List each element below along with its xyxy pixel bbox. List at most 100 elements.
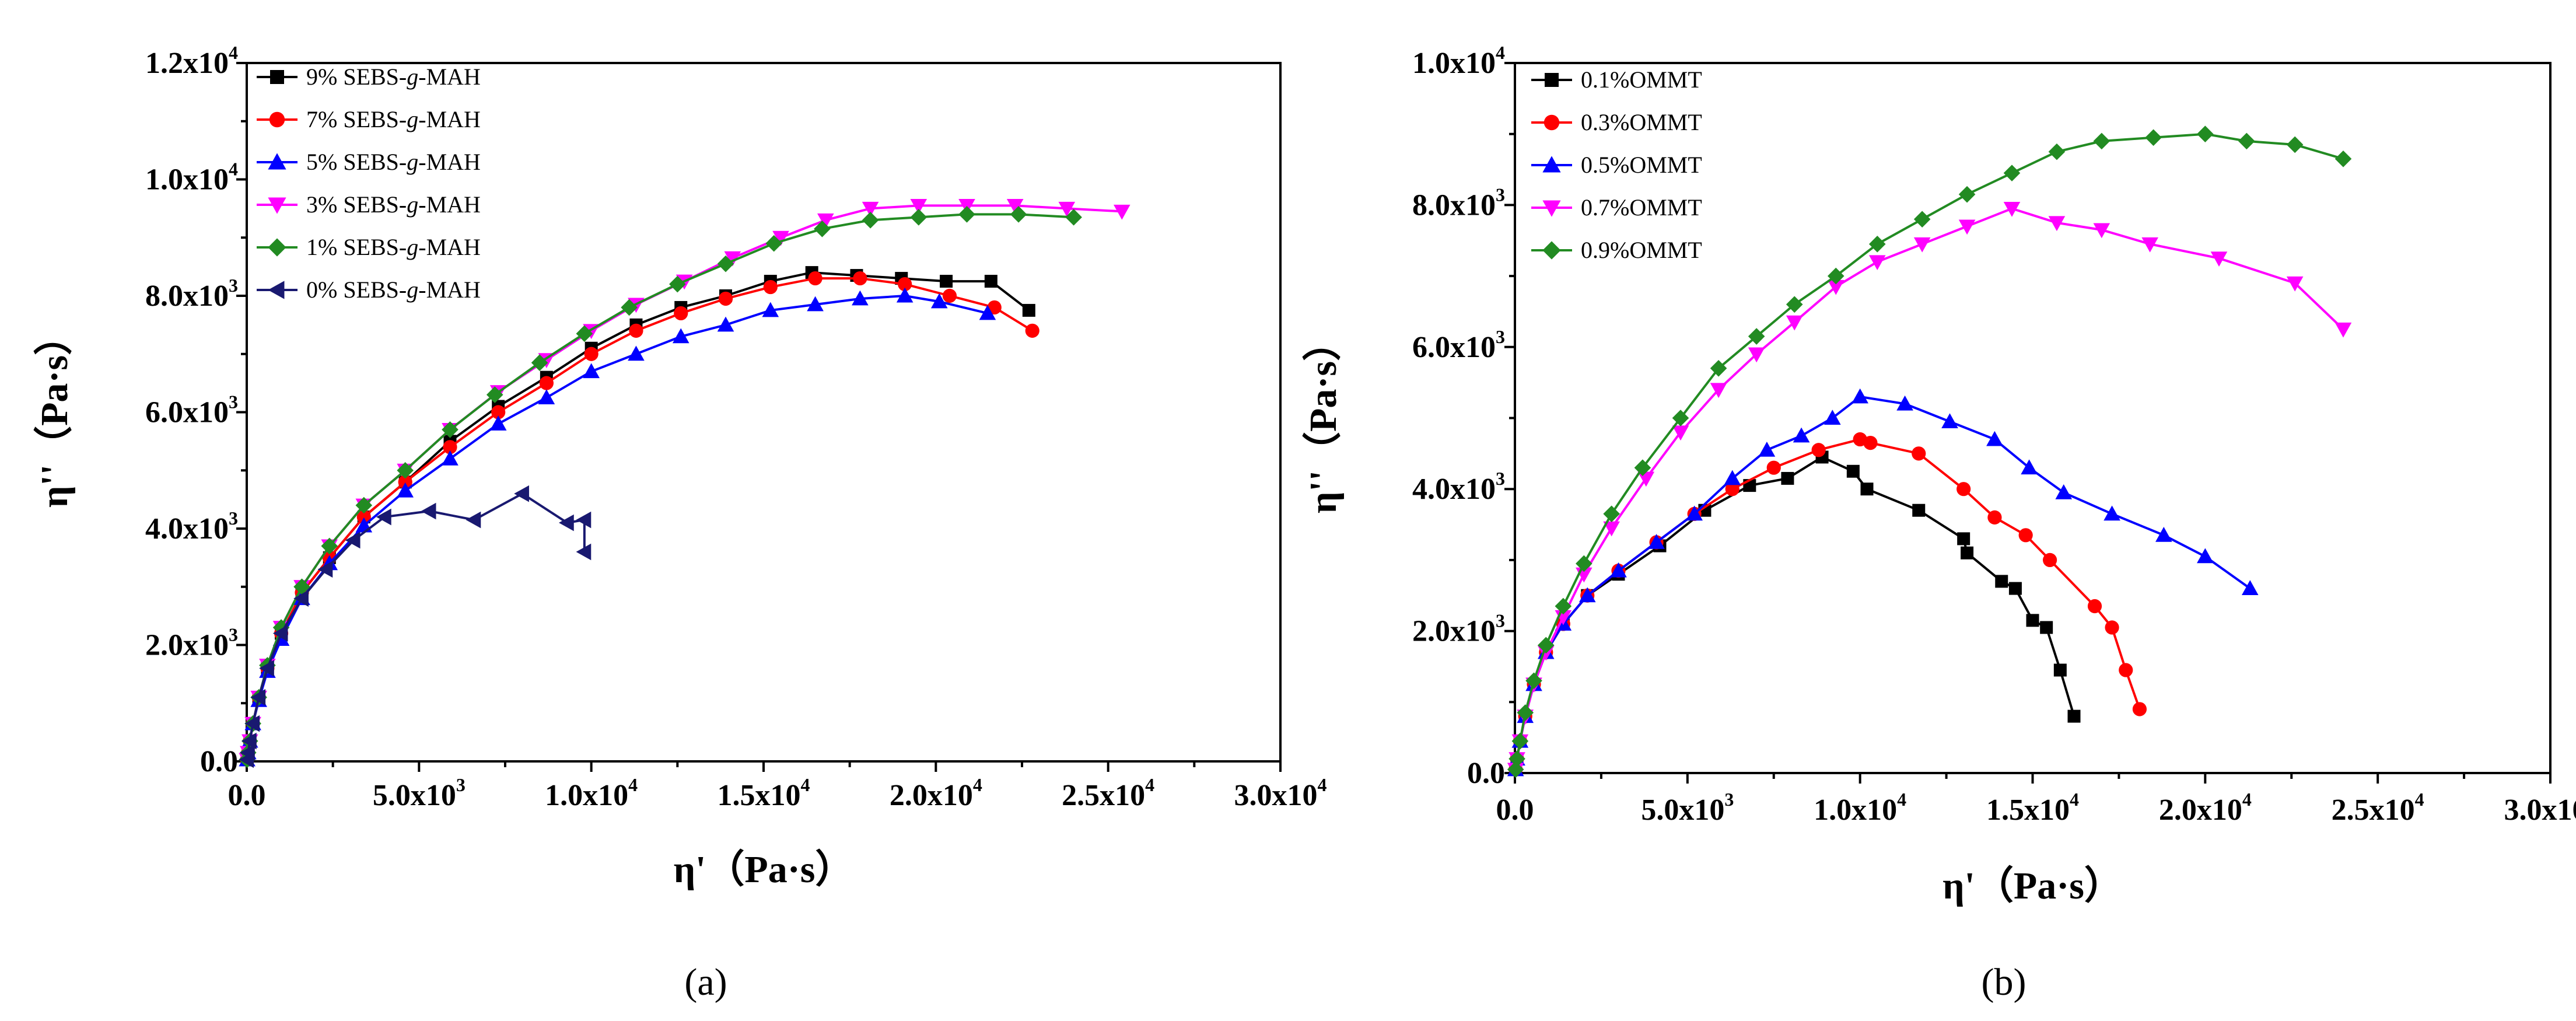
data-point <box>629 323 643 338</box>
legend-label: 7% SEBS-g-MAH <box>306 106 481 132</box>
data-point <box>2197 125 2214 142</box>
data-point <box>1517 704 1534 721</box>
data-point <box>2048 143 2066 160</box>
y-tick-label: 0.0 <box>1467 757 1505 790</box>
y-tick-label: 4.0x103 <box>1412 468 1505 506</box>
data-point <box>2048 216 2066 232</box>
data-point <box>1006 198 1024 214</box>
data-point <box>1958 219 1976 235</box>
legend-label: 0% SEBS-g-MAH <box>306 277 481 303</box>
series-line <box>1514 207 2344 770</box>
data-point <box>442 421 459 438</box>
legend-marker <box>1542 156 1561 173</box>
y-tick-label: 8.0x103 <box>145 275 238 313</box>
x-tick-label: 1.0x104 <box>1814 789 1906 827</box>
data-point <box>2210 251 2228 267</box>
data-point <box>1672 410 1689 426</box>
data-point <box>1511 732 1529 750</box>
data-point <box>1578 587 1596 603</box>
y-tick-label: 6.0x103 <box>1412 326 1505 364</box>
x-tick-label: 2.0x104 <box>890 774 982 812</box>
data-point <box>576 511 592 529</box>
data-point <box>762 302 779 317</box>
legend-marker <box>268 238 286 257</box>
x-tick-label: 2.5x104 <box>2332 789 2424 827</box>
data-point <box>765 235 783 252</box>
data-point <box>1941 413 1958 429</box>
legend-label: 0.3%OMMT <box>1581 109 1702 135</box>
data-point <box>2003 165 2021 181</box>
data-point <box>1961 546 1974 560</box>
legend-marker <box>1542 200 1561 217</box>
data-point <box>2087 599 2102 614</box>
data-point <box>2104 505 2120 521</box>
series-0 <box>1509 450 2081 776</box>
data-point <box>1058 201 1076 217</box>
data-point <box>628 345 645 361</box>
data-point <box>621 299 638 316</box>
data-point <box>2238 132 2255 150</box>
data-point <box>1995 575 2008 588</box>
data-point <box>356 509 371 525</box>
data-point <box>1637 471 1655 487</box>
data-point <box>1912 446 1926 461</box>
legend-marker <box>269 111 285 128</box>
data-point <box>538 389 555 405</box>
data-point <box>807 296 824 312</box>
legend-marker <box>270 70 284 84</box>
data-point <box>2197 548 2214 564</box>
data-point <box>583 363 600 379</box>
legend-marker <box>268 281 285 299</box>
data-point <box>2334 150 2352 167</box>
panel-label-b: (b) <box>1982 961 2027 1003</box>
data-point <box>1603 521 1620 537</box>
data-point <box>1786 315 1803 331</box>
data-point <box>1786 296 1803 313</box>
data-point <box>898 277 912 292</box>
panel-label-a: (a) <box>684 961 727 1003</box>
data-point <box>808 271 822 286</box>
data-point <box>1648 534 1665 549</box>
data-point <box>2055 484 2073 499</box>
x-tick-label: 0.0 <box>1496 793 1534 827</box>
data-point <box>979 305 996 320</box>
data-point <box>2241 580 2259 596</box>
data-point <box>862 201 879 217</box>
data-point <box>724 251 741 267</box>
legend-marker <box>1545 73 1559 87</box>
data-point <box>2018 528 2033 543</box>
series-line <box>1514 132 2344 770</box>
data-point <box>717 255 734 272</box>
data-point <box>814 220 831 237</box>
data-point <box>1913 211 1931 228</box>
data-point <box>2026 614 2039 627</box>
data-point <box>2093 132 2110 150</box>
data-point <box>244 715 260 732</box>
data-point <box>2093 223 2110 239</box>
data-point <box>1846 464 1860 478</box>
legend-label: 0.9%OMMT <box>1581 237 1702 263</box>
data-point <box>1725 482 1740 496</box>
data-point <box>576 325 593 342</box>
x-tick-label: 1.0x104 <box>545 774 638 812</box>
data-point <box>355 496 373 514</box>
data-point <box>466 511 481 529</box>
data-point <box>491 405 506 419</box>
data-point <box>763 279 778 295</box>
legend-label: 3% SEBS-g-MAH <box>306 191 481 218</box>
data-point <box>1913 237 1931 253</box>
chart-panel-a: 0.0 5.0x103 1.0x104 1.5x104 2.0x104 2.5x104 3.… <box>33 42 1327 891</box>
data-point <box>717 316 734 332</box>
series-4 <box>1507 125 2352 778</box>
y-tick-label: 1.0x104 <box>145 159 238 197</box>
legend-label: 1% SEBS-g-MAH <box>306 234 481 260</box>
data-point <box>421 502 436 520</box>
data-point <box>1113 204 1130 220</box>
data-point <box>317 561 333 578</box>
legend-label: 0.5%OMMT <box>1581 152 1702 178</box>
data-point <box>1793 427 1810 443</box>
data-point <box>940 275 953 288</box>
data-point <box>293 590 309 607</box>
data-point <box>531 354 548 372</box>
series-2 <box>239 287 996 767</box>
